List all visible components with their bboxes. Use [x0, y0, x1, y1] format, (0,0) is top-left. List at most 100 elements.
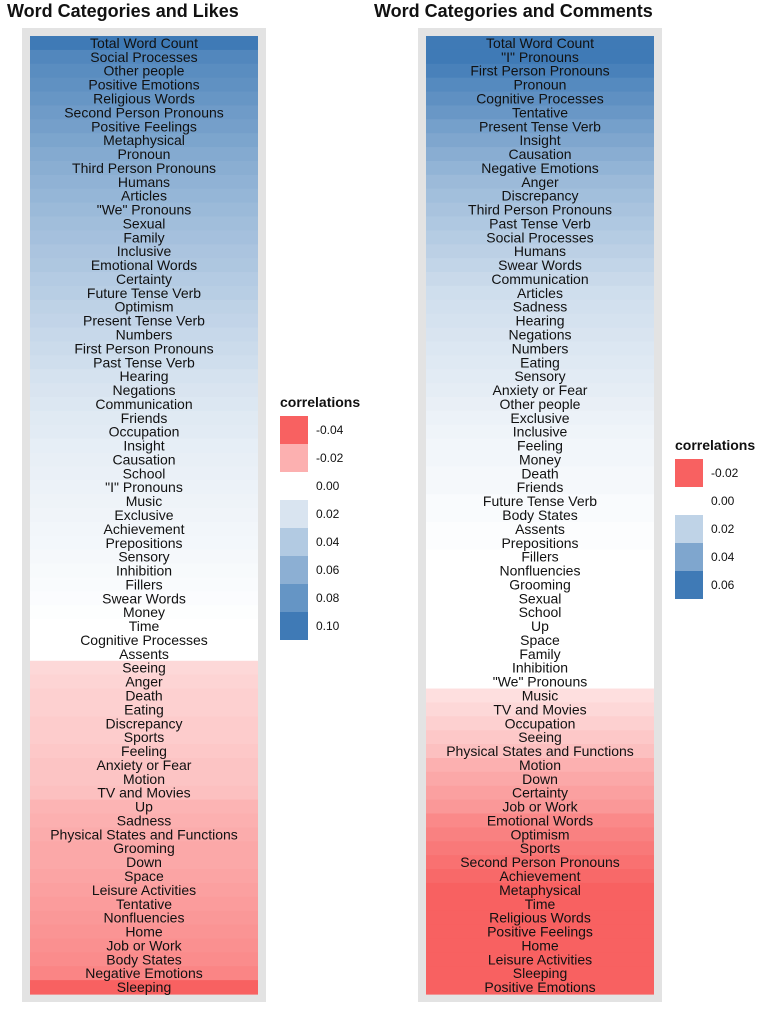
likes-cell: [30, 563, 258, 579]
likes-category-label: Positive Feelings: [91, 118, 197, 134]
likes-cell: [30, 424, 258, 440]
likes-cell: [30, 147, 258, 162]
comments-category-label: Job or Work: [502, 799, 578, 815]
comments-category-label: Present Tense Verb: [479, 118, 601, 134]
comments-cell: [426, 938, 654, 953]
likes-category-label: "We" Pronouns: [97, 202, 192, 218]
likes-cell: [30, 77, 258, 93]
likes-category-label: Emotional Words: [91, 257, 197, 273]
comments-category-label: Prepositions: [501, 535, 578, 551]
likes-legend-title: correlations: [280, 394, 361, 410]
comments-cell: [426, 174, 654, 190]
likes-category-label: Feeling: [121, 743, 167, 759]
comments-cell: [426, 827, 654, 842]
comments-cell: [426, 869, 654, 884]
comments-cell: [426, 619, 654, 634]
likes-category-label: Anger: [125, 674, 163, 690]
likes-cell: [30, 841, 258, 856]
comments-cell: [426, 702, 654, 717]
comments-cell: [426, 77, 654, 93]
comments-category-label: Feeling: [517, 438, 563, 454]
likes-category-label: Job or Work: [106, 937, 182, 953]
comments-cell: [426, 216, 654, 231]
likes-legend-swatch: [280, 472, 308, 500]
comments-cell: [426, 855, 654, 870]
likes-cell: [30, 896, 258, 912]
comments-legend-title: correlations: [675, 437, 756, 453]
likes-legend-tick-label: 0.02: [316, 507, 340, 521]
comments-cell: [426, 258, 654, 273]
comments-category-label: First Person Pronouns: [470, 63, 609, 79]
comments-category-label: Cognitive Processes: [476, 90, 604, 106]
likes-cell: [30, 299, 258, 315]
likes-category-label: Inclusive: [117, 243, 172, 259]
likes-category-label: Pronoun: [118, 146, 171, 162]
likes-category-label: Causation: [112, 451, 175, 467]
comments-cell: [426, 924, 654, 940]
likes-category-label: Up: [135, 799, 153, 815]
likes-legend-swatch: [280, 444, 308, 472]
likes-legend-tick-label: 0.08: [316, 591, 340, 605]
comments-cell: [426, 369, 654, 384]
likes-cell: [30, 410, 258, 426]
likes-cell: [30, 119, 258, 134]
likes-cell: [30, 258, 258, 273]
comments-category-label: Pronoun: [514, 77, 567, 93]
likes-legend-tick-label: -0.02: [316, 451, 344, 465]
comments-cell: [426, 91, 654, 107]
comments-category-label: Past Tense Verb: [489, 215, 591, 231]
comments-cell: [426, 730, 654, 745]
comments-category-label: Friends: [517, 479, 564, 495]
comments-category-label: Humans: [514, 243, 566, 259]
likes-cell: [30, 313, 258, 329]
comments-legend-swatch: [675, 543, 703, 571]
likes-category-label: Nonfluencies: [104, 910, 185, 926]
comments-cell: [426, 605, 654, 620]
comments-category-label: Space: [520, 632, 560, 648]
likes-cell: [30, 785, 258, 801]
likes-cell: [30, 174, 258, 190]
comments-category-label: Positive Feelings: [487, 924, 593, 940]
comments-cell: [426, 674, 654, 690]
comments-heatmap: Total Word Count "I" Pronouns First Person…: [418, 28, 662, 1002]
comments-category-label: Social Processes: [486, 229, 593, 245]
likes-cell: [30, 980, 258, 995]
comments-cell: [426, 424, 654, 440]
comments-category-label: Anger: [521, 174, 559, 190]
likes-category-label: Fillers: [125, 576, 162, 592]
comments-cell: [426, 535, 654, 551]
comments-cell: [426, 63, 654, 79]
likes-cell: [30, 383, 258, 398]
likes-cell: [30, 355, 258, 370]
comments-cell: [426, 355, 654, 370]
comments-legend-swatch: [675, 515, 703, 543]
likes-cell: [30, 369, 258, 384]
likes-cell: [30, 882, 258, 898]
comments-category-label: Inclusive: [513, 424, 568, 440]
likes-category-label: Religious Words: [93, 90, 195, 106]
comments-cell: [426, 119, 654, 134]
likes-category-label: Past Tense Verb: [93, 354, 195, 370]
likes-cell: [30, 508, 258, 523]
comments-legend-tick-label: 0.00: [711, 494, 735, 508]
likes-category-label: Present Tense Verb: [83, 313, 205, 329]
comments-cell: [426, 549, 654, 565]
likes-category-label: Space: [124, 868, 164, 884]
likes-cell: [30, 188, 258, 204]
likes-cell: [30, 757, 258, 773]
likes-cell: [30, 646, 258, 662]
comments-category-label: "I" Pronouns: [501, 49, 579, 65]
likes-cell: [30, 133, 258, 148]
comments-cell: [426, 633, 654, 648]
likes-category-label: Numbers: [116, 327, 173, 343]
likes-category-label: Seeing: [122, 660, 166, 676]
comments-category-label: Second Person Pronouns: [460, 854, 620, 870]
comments-category-label: Seeing: [518, 729, 562, 745]
likes-cell: [30, 938, 258, 953]
comments-category-label: Inhibition: [512, 660, 568, 676]
likes-category-label: Grooming: [113, 840, 174, 856]
comments-legend-tick-label: 0.04: [711, 550, 735, 564]
comments-cell: [426, 410, 654, 426]
comments-cell: [426, 799, 654, 815]
